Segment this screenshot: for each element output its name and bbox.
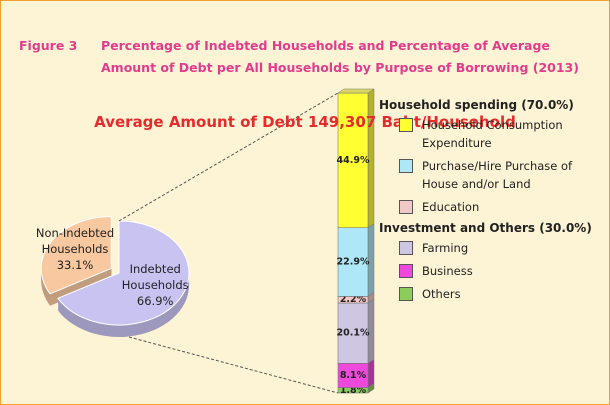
legend-label: Farming [422, 241, 469, 255]
legend-group-title: Investment and Others (30.0%) [379, 221, 592, 235]
bar-value-label: 44.9% [337, 155, 370, 166]
bar-segment [337, 302, 369, 364]
legend-swatch [399, 264, 413, 278]
pie-slice [57, 220, 190, 326]
bar-segment [337, 362, 369, 388]
legend-label: Others [422, 287, 461, 301]
legend-swatch [399, 118, 413, 132]
pie-category: Indebted Households [121, 261, 189, 292]
legend: Household spending (70.0%) Household Cons… [379, 94, 607, 308]
pie-value-label: 66.9% [136, 293, 174, 308]
legend-item: Purchase/Hire Purchase of House and/or L… [399, 157, 607, 193]
chart-title: Percentage of Indebted Households and Pe… [101, 38, 579, 75]
bar-segment [337, 92, 369, 228]
bar-top [337, 88, 375, 94]
bar-value-label: 8.1% [340, 370, 367, 381]
pie-label: Non-Indebted Households 33.1% [20, 225, 130, 273]
bar-side [367, 358, 375, 389]
legend-label: Business [422, 264, 473, 278]
connector [128, 336, 339, 394]
legend-swatch [399, 287, 413, 301]
bar-segment [337, 227, 369, 297]
legend-item: Education [399, 198, 607, 216]
legend-item: Business [399, 262, 607, 280]
connector [118, 92, 339, 222]
bar-value-label: 20.1% [337, 328, 370, 339]
legend-swatch [399, 159, 413, 173]
legend-group-title: Household spending (70.0%) [379, 98, 574, 112]
bar-value-label: 1.8% [340, 385, 367, 396]
legend-item: Household Consumption Expenditure [399, 116, 607, 152]
bar-value-label: 22.9% [337, 257, 370, 268]
legend-swatch [399, 241, 413, 255]
pie-value-label: 33.1% [56, 257, 94, 272]
legend-label: Education [422, 200, 480, 214]
pie-slice [40, 215, 112, 295]
legend-swatch [399, 200, 413, 214]
header: Figure 3 Percentage of Indebted Househol… [19, 35, 609, 79]
bar-value-label: 2.2% [340, 294, 367, 305]
pie-label: Indebted Households 66.9% [100, 261, 210, 309]
legend-item: Farming [399, 239, 607, 257]
legend-label: Purchase/Hire Purchase of House and/or L… [422, 159, 573, 191]
pie-category: Non-Indebted Households [35, 225, 115, 256]
figure-label: Figure 3 [19, 38, 78, 53]
legend-item: Others [399, 285, 607, 303]
legend-label: Household Consumption Expenditure [422, 118, 563, 150]
